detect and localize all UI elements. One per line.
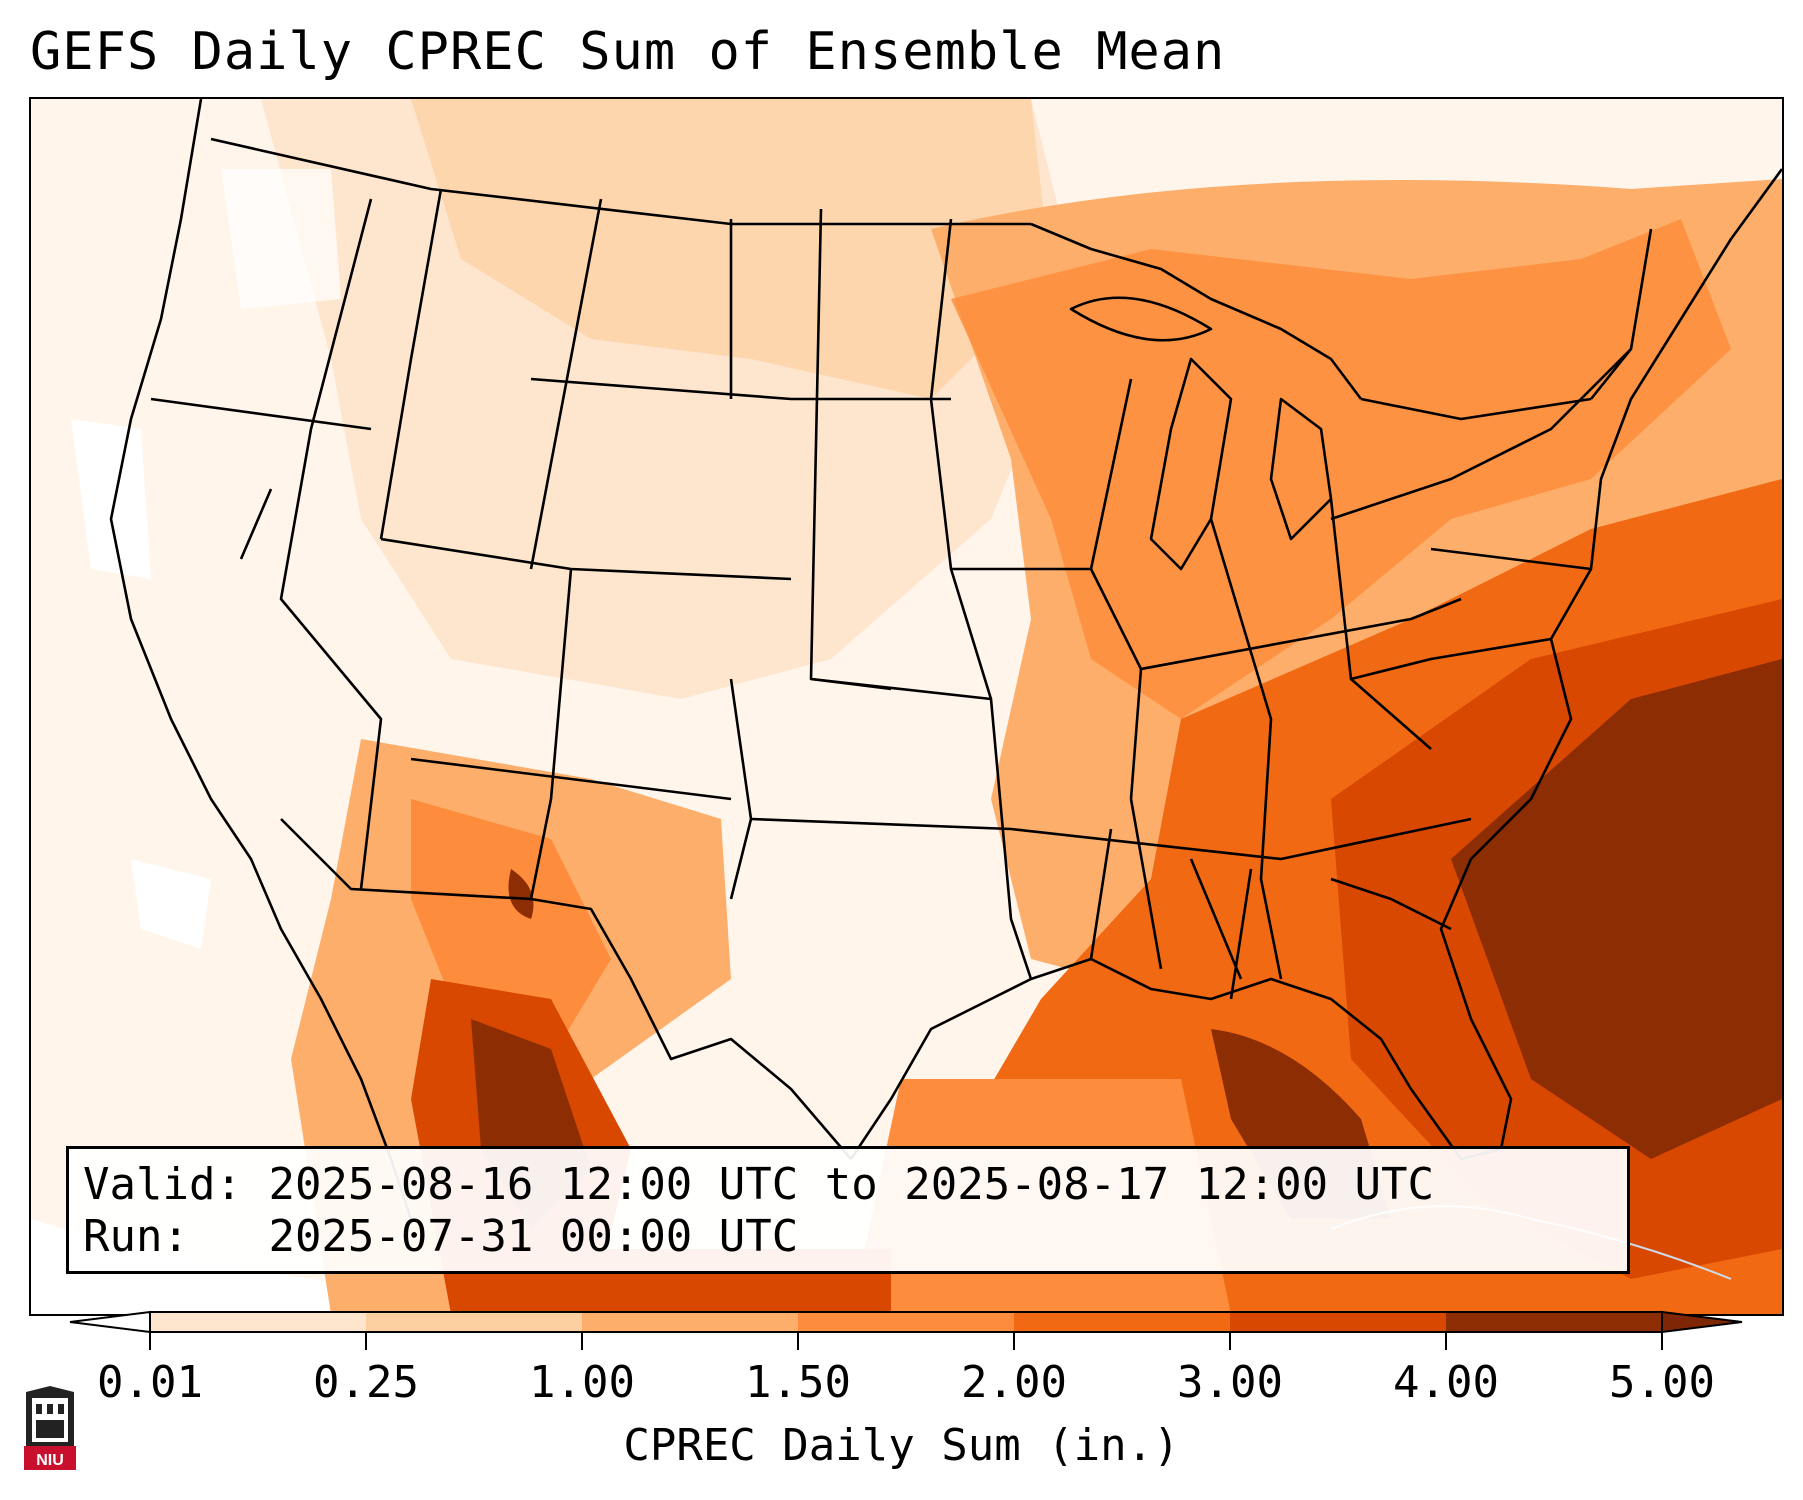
valid-label: Valid: (83, 1159, 242, 1210)
colorbar-title: CPREC Daily Sum (in.) (623, 1420, 1180, 1471)
niu-logo: NIU (24, 1386, 76, 1470)
colorbar-ticks (149, 1332, 1663, 1350)
colorbar (69, 1310, 1743, 1350)
map-canvas (31, 99, 1782, 1314)
run-value: 2025-07-31 00:00 UTC (268, 1211, 799, 1262)
precipitation-field (31, 99, 1782, 1314)
logo-text: NIU (36, 1452, 64, 1469)
colorbar-outline (149, 1311, 1663, 1333)
colorbar-tick-label: 3.00 (1177, 1357, 1283, 1408)
colorbar-extend-min (69, 1310, 151, 1334)
colorbar-tick-label: 1.50 (745, 1357, 851, 1408)
colorbar-extend-max (1661, 1310, 1743, 1334)
valid-run-box: Valid: 2025-08-16 12:00 UTC to 2025-08-1… (66, 1146, 1630, 1274)
chart-title: GEFS Daily CPREC Sum of Ensemble Mean (30, 22, 1226, 82)
precipitation-map (29, 97, 1784, 1316)
colorbar-segment (1446, 1312, 1662, 1332)
colorbar-tick-label: 1.00 (529, 1357, 635, 1408)
valid-value: 2025-08-16 12:00 UTC to 2025-08-17 12:00… (268, 1159, 1435, 1210)
colorbar-segment (798, 1312, 1014, 1332)
colorbar-segment (366, 1312, 582, 1332)
state-borders (109, 99, 1782, 1220)
colorbar-tick-label: 5.00 (1609, 1357, 1715, 1408)
colorbar-tick-label: 0.25 (313, 1357, 419, 1408)
run-label: Run: (83, 1211, 189, 1262)
colorbar-segment (150, 1312, 366, 1332)
colorbar-tick-label: 2.00 (961, 1357, 1067, 1408)
colorbar-segment (582, 1312, 798, 1332)
colorbar-segment (1014, 1312, 1230, 1332)
colorbar-tick-label: 0.01 (97, 1357, 203, 1408)
colorbar-segments (69, 1310, 1743, 1334)
colorbar-segment (1230, 1312, 1446, 1332)
colorbar-tick-label: 4.00 (1393, 1357, 1499, 1408)
